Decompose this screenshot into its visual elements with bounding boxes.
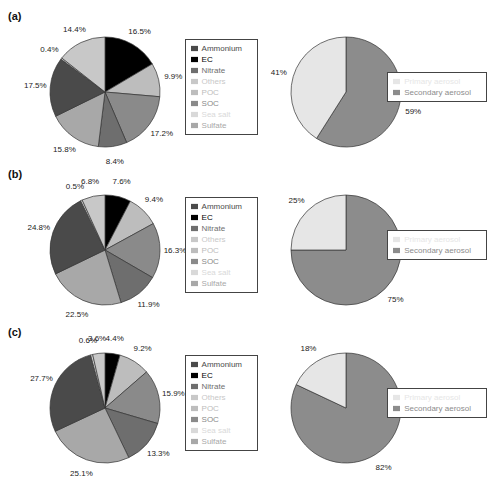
svg-text:0.5%: 0.5% [65,182,85,192]
svg-text:9.9%: 9.9% [164,72,182,81]
html-text:(c): (c) [8,326,22,338]
svg-text:4.4%: 4.4% [106,334,124,343]
html-text:Primary aerosol: Primary aerosol [404,235,461,244]
html-text:Secondary aerosol: Secondary aerosol [404,404,471,413]
html-text:Sea salt: Sea salt [201,268,231,277]
svg-text:22.5%: 22.5% [66,310,89,319]
html-text:(a): (a) [8,10,22,22]
html-text:Others: Others [201,393,226,402]
html-text:(b): (b) [8,168,22,180]
html-text:POC: POC [201,246,219,255]
svg-text:25.1%: 25.1% [70,469,93,478]
svg-text:41%: 41% [271,68,287,77]
html-text:Nitrate: Nitrate [201,382,226,391]
html-text:Secondary aerosol: Secondary aerosol [404,88,471,97]
svg-text:3.6%: 3.6% [88,334,106,343]
html-text:Nitrate: Nitrate [201,66,226,75]
svg-text:8.4%: 8.4% [106,157,124,166]
svg-text:59%: 59% [405,107,421,116]
svg-text:27.7%: 27.7% [30,374,53,383]
html-text:SOC: SOC [201,99,219,108]
html-text:Sulfate: Sulfate [201,279,227,288]
svg-text:9.4%: 9.4% [145,195,163,204]
html-text:Secondary aerosol: Secondary aerosol [404,246,471,255]
html-text:Nitrate: Nitrate [201,224,226,233]
svg-text:15.8%: 15.8% [53,145,76,154]
svg-text:9.2%: 9.2% [133,344,151,353]
svg-text:16.5%: 16.5% [128,27,151,36]
svg-text:15.9%: 15.9% [162,389,185,398]
svg-text:25%: 25% [288,196,304,205]
svg-text:0.4%: 0.4% [40,45,58,54]
html-text:Primary aerosol: Primary aerosol [404,393,461,402]
svg-text:17.5%: 17.5% [24,81,47,90]
html-text:Sulfate: Sulfate [201,121,227,130]
html-text:Sea salt: Sea salt [201,426,231,435]
html-text:EC: EC [201,55,213,64]
html-text:Sea salt: Sea salt [201,110,231,119]
svg-text:14.4%: 14.4% [63,25,86,34]
html-text:POC: POC [201,404,219,413]
html-text:Others: Others [201,77,226,86]
html-text:Others: Others [201,235,226,244]
html-text:SOC: SOC [201,415,219,424]
html-text:EC: EC [201,213,213,222]
svg-text:82%: 82% [376,463,392,472]
svg-text:75%: 75% [387,295,403,304]
svg-text:13.3%: 13.3% [147,449,170,458]
svg-text:16.3%: 16.3% [164,246,187,255]
svg-text:17.2%: 17.2% [150,129,173,138]
html-text:Ammonium: Ammonium [201,202,242,211]
html-text:Primary aerosol: Primary aerosol [404,77,461,86]
html-text:Sulfate: Sulfate [201,437,227,446]
svg-text:18%: 18% [300,344,316,353]
svg-text:7.6%: 7.6% [112,177,130,186]
svg-text:6.8%: 6.8% [81,177,99,186]
html-text:Ammonium: Ammonium [201,360,242,369]
html-text:SOC: SOC [201,257,219,266]
svg-text:24.8%: 24.8% [27,223,50,232]
html-text:POC: POC [201,88,219,97]
html-text:EC: EC [201,371,213,380]
svg-text:11.9%: 11.9% [137,300,159,309]
html-text:Ammonium: Ammonium [201,44,242,53]
